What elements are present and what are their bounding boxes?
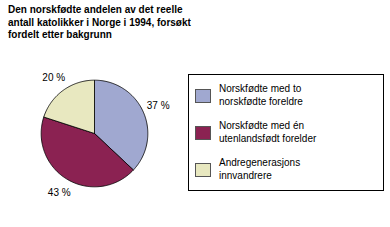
- svg-text:43 %: 43 %: [48, 187, 71, 198]
- html-text:Norskfødte med to norskfødte f: Norskfødte med to norskfødte foreldre: [219, 83, 303, 107]
- svg-text:37 %: 37 %: [147, 100, 170, 111]
- html-text:Norskfødte med én utenlandsfød: Norskfødte med én utenlandsfødt forelder: [219, 120, 317, 144]
- svg-text:20 %: 20 %: [42, 71, 65, 82]
- html-text:Den norskfødte andelen av det: Den norskfødte andelen av det reelle ant…: [8, 4, 191, 40]
- html-text:Andregenerasjons innvandrere: Andregenerasjons innvandrere: [219, 157, 301, 181]
